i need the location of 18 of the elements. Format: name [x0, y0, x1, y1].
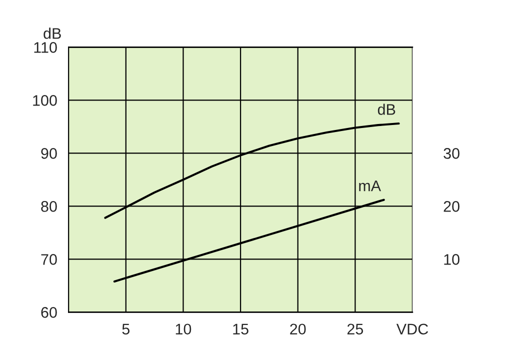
x-tick-label: 5 [122, 324, 130, 335]
y-tick-label: 70 [41, 254, 57, 265]
x-tick-label: 10 [176, 324, 192, 335]
x-tick-label: VDC [396, 324, 428, 335]
x-tick-label: 20 [290, 324, 306, 335]
x-tick-label: 15 [233, 324, 248, 335]
x-tick-label: 25 [347, 324, 364, 335]
y2-tick-label: 20 [444, 201, 460, 212]
y2-tick-label: 30 [444, 148, 460, 159]
y2-tick-label: 10 [444, 254, 460, 265]
series-label: dB [378, 104, 396, 115]
y-tick-label: 100 [33, 95, 57, 106]
y-tick-label: 110 [34, 42, 57, 53]
y-axis-title: dB [44, 28, 61, 39]
y-tick-label: 80 [41, 201, 57, 212]
series-label: mA [359, 180, 382, 192]
y-tick-label: 60 [41, 307, 57, 318]
y-tick-label: 90 [41, 148, 57, 159]
